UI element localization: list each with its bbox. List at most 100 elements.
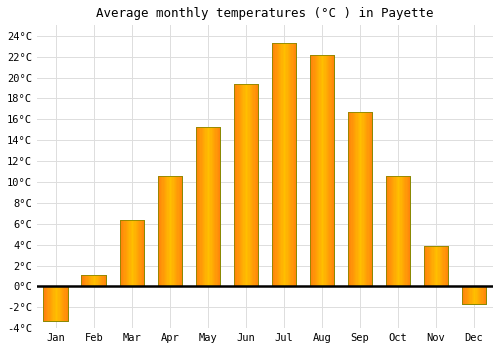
Bar [180,176,181,286]
Bar [47,286,48,321]
Bar [370,112,371,286]
Bar [50,286,51,321]
Bar [204,127,206,286]
Bar [398,176,399,286]
Title: Average monthly temperatures (°C ) in Payette: Average monthly temperatures (°C ) in Pa… [96,7,434,20]
Bar [317,55,318,286]
Bar [403,176,404,286]
Bar [218,127,219,286]
Bar [57,286,58,321]
Bar [392,176,393,286]
Bar [172,176,174,286]
Bar [276,43,278,286]
Bar [143,219,144,286]
Bar [470,286,472,304]
Bar [214,127,216,286]
Bar [314,55,316,286]
Bar [165,176,166,286]
Bar [82,275,84,286]
Bar [240,84,241,286]
Bar [234,84,258,286]
Bar [358,112,360,286]
Bar [203,127,204,286]
Bar [478,286,479,304]
Bar [132,219,133,286]
Bar [472,286,473,304]
Bar [52,286,54,321]
Bar [387,176,388,286]
Bar [246,84,247,286]
Bar [241,84,242,286]
Bar [120,219,122,286]
Bar [174,176,175,286]
Bar [213,127,214,286]
Bar [100,275,102,286]
Bar [349,112,350,286]
Bar [142,219,143,286]
Bar [408,176,409,286]
Bar [206,127,208,286]
Bar [310,55,334,286]
Bar [181,176,182,286]
Bar [463,286,464,304]
Bar [98,275,99,286]
Bar [256,84,257,286]
Bar [366,112,368,286]
Bar [99,275,100,286]
Bar [199,127,200,286]
Bar [330,55,332,286]
Bar [435,246,436,286]
Bar [446,246,447,286]
Bar [210,127,212,286]
Bar [252,84,254,286]
Bar [292,43,294,286]
Bar [63,286,64,321]
Bar [285,43,286,286]
Bar [430,246,431,286]
Bar [86,275,88,286]
Bar [386,176,410,286]
Bar [247,84,248,286]
Bar [90,275,92,286]
Bar [473,286,474,304]
Bar [462,286,486,304]
Bar [60,286,61,321]
Bar [479,286,480,304]
Bar [166,176,168,286]
Bar [312,55,314,286]
Bar [295,43,296,286]
Bar [234,84,235,286]
Bar [388,176,390,286]
Bar [200,127,202,286]
Bar [62,286,63,321]
Bar [84,275,85,286]
Bar [364,112,365,286]
Bar [348,112,349,286]
Bar [196,127,220,286]
Bar [386,176,410,286]
Bar [67,286,68,321]
Bar [123,219,124,286]
Bar [61,286,62,321]
Bar [254,84,256,286]
Bar [236,84,238,286]
Bar [462,286,463,304]
Bar [164,176,165,286]
Bar [480,286,482,304]
Bar [288,43,289,286]
Bar [242,84,244,286]
Bar [44,286,68,321]
Bar [424,246,425,286]
Bar [64,286,66,321]
Bar [170,176,171,286]
Bar [328,55,330,286]
Bar [362,112,364,286]
Bar [333,55,334,286]
Bar [371,112,372,286]
Bar [202,127,203,286]
Bar [397,176,398,286]
Bar [273,43,274,286]
Bar [158,176,182,286]
Bar [128,219,130,286]
Bar [250,84,251,286]
